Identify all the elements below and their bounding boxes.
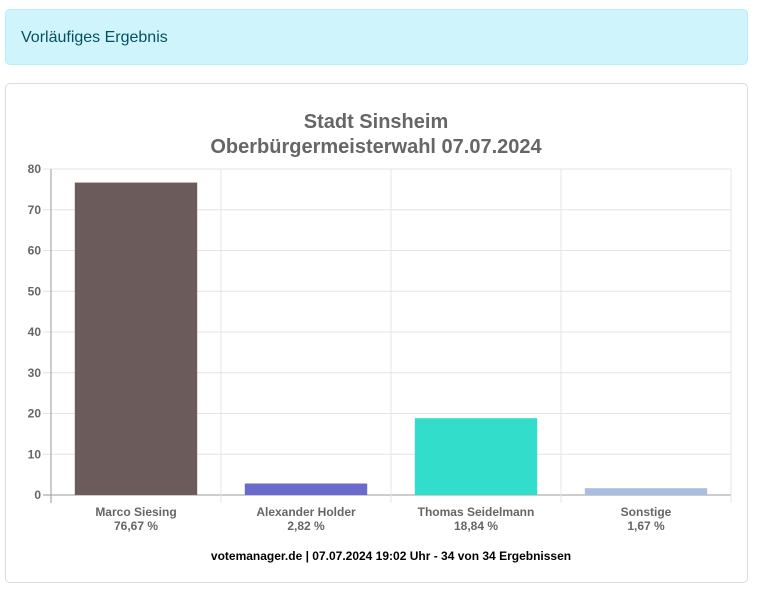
status-alert: Vorläufiges Ergebnis [5,9,748,65]
y-tick-label: 0 [34,488,41,502]
category-label: Thomas Seidelmann [418,505,535,519]
y-tick-label: 80 [28,162,42,176]
category-label: Marco Siesing [95,505,176,519]
y-axis: 0 10 20 30 40 50 60 70 80 [28,162,42,502]
chart-title-line-1: Stadt Sinsheim [304,111,448,133]
y-tick-label: 50 [28,284,42,298]
bar-3 [584,488,708,495]
chart-card: Stadt Sinsheim Oberbürgermeisterwahl 07.… [5,83,748,583]
y-tick-label: 10 [28,447,42,461]
category-value-label: 76,67 % [114,519,158,533]
y-tick-label: 30 [28,366,42,380]
category-label: Alexander Holder [256,505,356,519]
chart-footer: votemanager.de | 07.07.2024 19:02 Uhr - … [211,549,571,563]
status-alert-text: Vorläufiges Ergebnis [21,29,168,46]
y-tick-label: 70 [28,203,42,217]
bar-1 [244,483,368,495]
bar-0 [74,182,198,495]
category-value-label: 18,84 % [454,519,498,533]
y-tick-label: 60 [28,244,42,258]
chart-bars [74,182,708,495]
category-value-label: 1,67 % [627,519,665,533]
y-tick-label: 20 [28,407,42,421]
category-label: Sonstige [621,505,672,519]
y-tick-label: 40 [28,325,42,339]
bar-2 [414,418,538,495]
category-value-label: 2,82 % [287,519,325,533]
chart-title-line-2: Oberbürgermeisterwahl 07.07.2024 [210,136,542,158]
bar-chart: Stadt Sinsheim Oberbürgermeisterwahl 07.… [28,111,732,563]
